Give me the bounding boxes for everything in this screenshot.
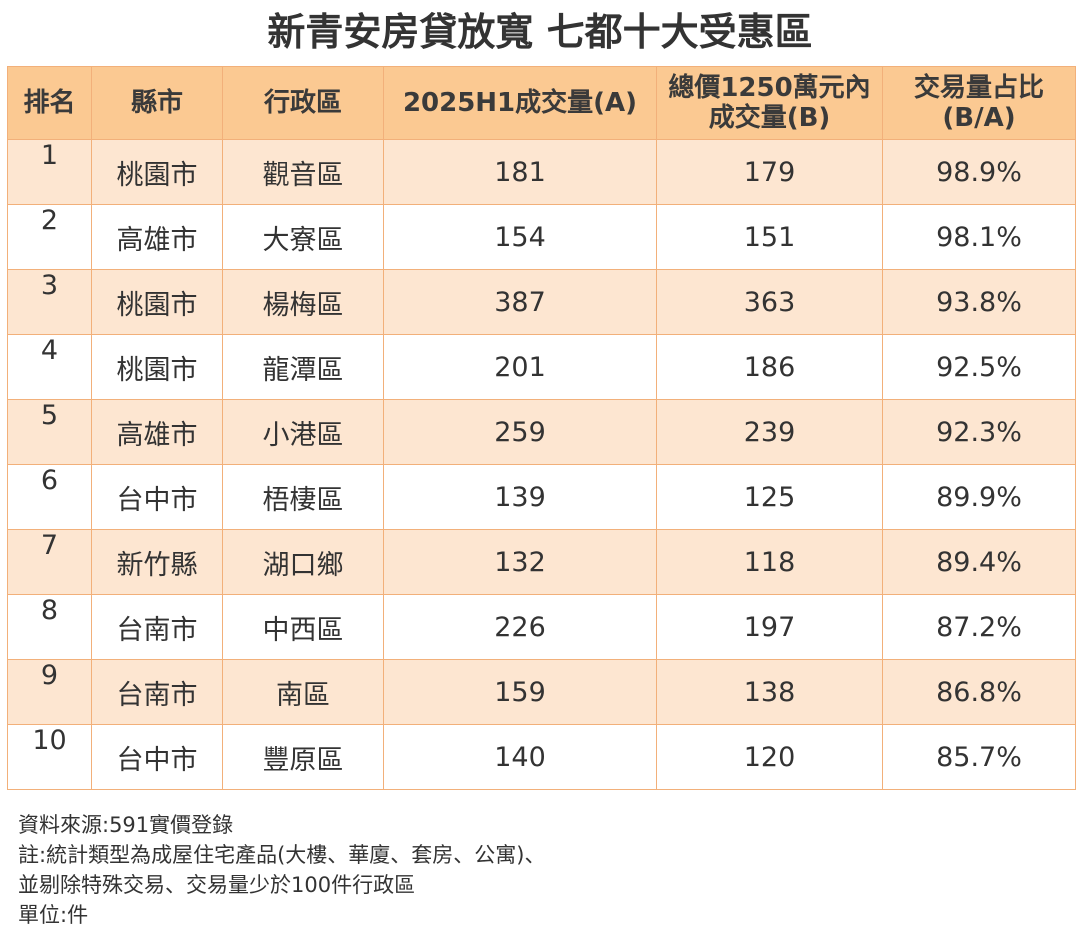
header-rank: 排名 — [7, 66, 92, 140]
table-row: 7 新竹縣 湖口鄉 132 118 89.4% — [7, 529, 1076, 595]
city-cell: 桃園市 — [91, 334, 223, 400]
header-ratio: 交易量占比 (B/A) — [882, 66, 1076, 140]
total-volume-cell: 226 — [383, 594, 657, 660]
chart-title: 新青安房貸放寬 七都十大受惠區 — [267, 10, 813, 54]
under-threshold-cell: 239 — [656, 399, 883, 465]
rank-cell: 1 — [7, 139, 92, 205]
under-threshold-cell: 138 — [656, 659, 883, 725]
under-threshold-cell: 197 — [656, 594, 883, 660]
rank-cell: 7 — [7, 529, 92, 595]
district-cell: 龍潭區 — [222, 334, 384, 400]
total-volume-cell: 159 — [383, 659, 657, 725]
table-row: 5 高雄市 小港區 259 239 92.3% — [7, 399, 1076, 465]
total-volume-cell: 139 — [383, 464, 657, 530]
city-cell: 高雄市 — [91, 399, 223, 465]
district-cell: 南區 — [222, 659, 384, 725]
table-row: 6 台中市 梧棲區 139 125 89.9% — [7, 464, 1076, 530]
note-source: 資料來源:591實價登錄 — [18, 813, 234, 837]
district-cell: 小港區 — [222, 399, 384, 465]
table-header-row: 排名 縣市 行政區 2025H1成交量(A) 總價1250萬元內 成交量(B) 交易量占比… — [7, 66, 1076, 140]
table-row: 1 桃園市 觀音區 181 179 98.9% — [7, 139, 1076, 205]
ratio-cell: 86.8% — [882, 659, 1076, 725]
ratio-cell: 92.3% — [882, 399, 1076, 465]
district-cell: 豐原區 — [222, 724, 384, 790]
under-threshold-cell: 186 — [656, 334, 883, 400]
header-district: 行政區 — [222, 66, 384, 140]
under-threshold-cell: 151 — [656, 204, 883, 270]
city-cell: 桃園市 — [91, 269, 223, 335]
city-cell: 台南市 — [91, 659, 223, 725]
city-cell: 高雄市 — [91, 204, 223, 270]
rank-cell: 8 — [7, 594, 92, 660]
rank-cell: 5 — [7, 399, 92, 465]
total-volume-cell: 387 — [383, 269, 657, 335]
table-body: 1 桃園市 觀音區 181 179 98.9% 2 高雄市 大寮區 154 151 98.1% 3 桃園市… — [7, 139, 1076, 790]
total-volume-cell: 259 — [383, 399, 657, 465]
city-cell: 台中市 — [91, 724, 223, 790]
district-cell: 楊梅區 — [222, 269, 384, 335]
table-row: 9 台南市 南區 159 138 86.8% — [7, 659, 1076, 725]
note-exclusion: 並剔除特殊交易、交易量少於100件行政區 — [18, 873, 416, 897]
district-cell: 觀音區 — [222, 139, 384, 205]
rank-cell: 9 — [7, 659, 92, 725]
rank-cell: 2 — [7, 204, 92, 270]
ranking-table: 排名 縣市 行政區 2025H1成交量(A) 總價1250萬元內 成交量(B) 交易量占比… — [7, 66, 1076, 790]
rank-cell: 4 — [7, 334, 92, 400]
under-threshold-cell: 118 — [656, 529, 883, 595]
ratio-cell: 89.4% — [882, 529, 1076, 595]
table-row: 3 桃園市 楊梅區 387 363 93.8% — [7, 269, 1076, 335]
total-volume-cell: 140 — [383, 724, 657, 790]
city-cell: 台中市 — [91, 464, 223, 530]
rank-cell: 10 — [7, 724, 92, 790]
under-threshold-cell: 125 — [656, 464, 883, 530]
district-cell: 中西區 — [222, 594, 384, 660]
total-volume-cell: 154 — [383, 204, 657, 270]
district-cell: 梧棲區 — [222, 464, 384, 530]
header-city: 縣市 — [91, 66, 223, 140]
city-cell: 台南市 — [91, 594, 223, 660]
header-under-threshold: 總價1250萬元內 成交量(B) — [656, 66, 883, 140]
ratio-cell: 87.2% — [882, 594, 1076, 660]
district-cell: 大寮區 — [222, 204, 384, 270]
city-cell: 桃園市 — [91, 139, 223, 205]
ratio-cell: 89.9% — [882, 464, 1076, 530]
footnotes: 資料來源:591實價登錄 註:統計類型為成屋住宅產品(大樓、華廈、套房、公寓)、… — [18, 810, 545, 930]
rank-cell: 3 — [7, 269, 92, 335]
note-criteria: 註:統計類型為成屋住宅產品(大樓、華廈、套房、公寓)、 — [18, 843, 546, 867]
total-volume-cell: 132 — [383, 529, 657, 595]
ratio-cell: 98.9% — [882, 139, 1076, 205]
table-row: 10 台中市 豐原區 140 120 85.7% — [7, 724, 1076, 790]
table-row: 2 高雄市 大寮區 154 151 98.1% — [7, 204, 1076, 270]
header-total-volume: 2025H1成交量(A) — [383, 66, 657, 140]
under-threshold-cell: 363 — [656, 269, 883, 335]
table-row: 8 台南市 中西區 226 197 87.2% — [7, 594, 1076, 660]
ratio-cell: 85.7% — [882, 724, 1076, 790]
note-unit: 單位:件 — [18, 903, 89, 927]
total-volume-cell: 201 — [383, 334, 657, 400]
total-volume-cell: 181 — [383, 139, 657, 205]
rank-cell: 6 — [7, 464, 92, 530]
ratio-cell: 98.1% — [882, 204, 1076, 270]
under-threshold-cell: 179 — [656, 139, 883, 205]
ratio-cell: 93.8% — [882, 269, 1076, 335]
ratio-cell: 92.5% — [882, 334, 1076, 400]
table-row: 4 桃園市 龍潭區 201 186 92.5% — [7, 334, 1076, 400]
city-cell: 新竹縣 — [91, 529, 223, 595]
district-cell: 湖口鄉 — [222, 529, 384, 595]
under-threshold-cell: 120 — [656, 724, 883, 790]
